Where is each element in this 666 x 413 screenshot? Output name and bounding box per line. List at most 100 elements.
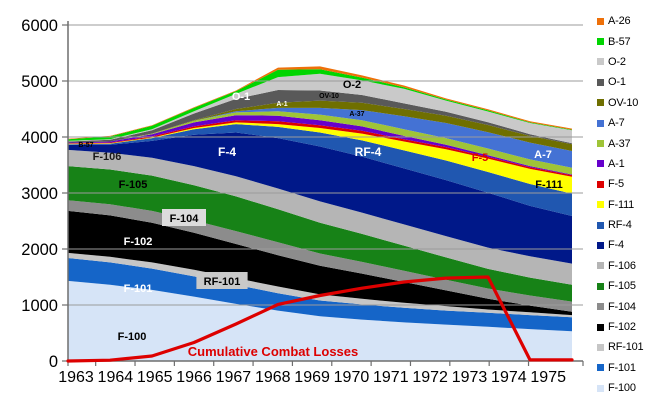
legend-swatch-F-100	[597, 384, 604, 392]
chart-label-Cumulative Combat Losses: Cumulative Combat Losses	[188, 344, 359, 359]
legend-item-F-106: F-106	[597, 256, 665, 276]
chart-label-A-7: A-7	[534, 149, 552, 161]
legend-swatch-A-26	[597, 17, 604, 25]
legend-swatch-A-1	[597, 160, 604, 168]
legend-swatch-A-37	[597, 140, 604, 148]
chart-label-F-105: F-105	[119, 179, 148, 191]
legend-swatch-O-2	[597, 58, 604, 66]
legend-label-F-100: F-100	[608, 382, 636, 395]
x-axis-label-1969: 1969	[294, 369, 330, 386]
area-RF-4	[68, 124, 572, 216]
y-axis-label-4000: 4000	[21, 129, 58, 147]
x-axis-label-1964: 1964	[98, 369, 134, 386]
y-axis-label-6000: 6000	[21, 17, 58, 35]
area-A-7	[68, 107, 572, 168]
chart-label-O-2: O-2	[343, 79, 361, 91]
legend-label-F-101: F-101	[608, 361, 636, 374]
legend-swatch-B-57	[597, 38, 604, 46]
area-F-104	[68, 200, 572, 312]
cumulative-losses-line	[66, 275, 574, 363]
chart-label-F-104: F-104	[170, 213, 200, 225]
chart-legend: A-26 B-57 O-2 O-1 OV-10 A-7 A-37 A-1 F-5 F-111 RF-…	[597, 11, 665, 398]
legend-label-A-37: A-37	[608, 137, 631, 150]
legend-item-F-102: F-102	[597, 317, 665, 337]
chart-label-F-4: F-4	[218, 145, 236, 159]
legend-item-F-101: F-101	[597, 358, 665, 378]
legend-label-RF-101: RF-101	[608, 341, 644, 354]
legend-item-RF-101: RF-101	[597, 337, 665, 357]
legend-label-A-7: A-7	[608, 117, 625, 130]
legend-item-A-1: A-1	[597, 154, 665, 174]
chart-label-OV-10: OV-10	[319, 93, 339, 100]
chart-label-A-1: A-1	[276, 101, 287, 108]
legend-item-F-104: F-104	[597, 296, 665, 316]
y-axis-label-3000: 3000	[21, 185, 58, 203]
x-axis-label-1963: 1963	[58, 369, 94, 386]
legend-label-A-1: A-1	[608, 157, 625, 170]
chart-label-B-57: B-57	[78, 142, 93, 149]
legend-label-A-26: A-26	[608, 15, 631, 28]
x-axis-label-1967: 1967	[216, 369, 252, 386]
legend-swatch-O-1	[597, 78, 604, 86]
area-F-4	[68, 132, 572, 264]
x-axis-label-1973: 1973	[452, 369, 488, 386]
x-axis-label-1972: 1972	[412, 369, 448, 386]
area-F-111	[68, 122, 572, 194]
legend-label-RF-4: RF-4	[608, 219, 632, 232]
legend-item-A-37: A-37	[597, 133, 665, 153]
chart-label-F-106: F-106	[93, 151, 122, 163]
chart-label-F-111: F-111	[535, 179, 563, 191]
legend-swatch-F-104	[597, 303, 604, 311]
y-axis-label-0: 0	[49, 353, 58, 371]
legend-item-F-100: F-100	[597, 378, 665, 398]
chart-label-F-101: F-101	[124, 283, 153, 295]
chart-label-bg-RF-101	[196, 272, 248, 289]
legend-swatch-A-7	[597, 119, 604, 127]
legend-item-O-2: O-2	[597, 52, 665, 72]
legend-swatch-F-102	[597, 323, 604, 331]
chart-label-F-100: F-100	[118, 331, 147, 343]
legend-swatch-F-106	[597, 262, 604, 270]
y-axis-label-5000: 5000	[21, 73, 58, 91]
legend-label-OV-10: OV-10	[608, 96, 639, 109]
legend-swatch-OV-10	[597, 99, 604, 107]
legend-label-O-1: O-1	[608, 76, 626, 89]
legend-item-F-111: F-111	[597, 195, 665, 215]
area-O-2	[68, 73, 572, 144]
legend-swatch-F-101	[597, 364, 604, 372]
legend-item-A-7: A-7	[597, 113, 665, 133]
legend-item-F-4: F-4	[597, 235, 665, 255]
legend-label-B-57: B-57	[608, 35, 631, 48]
area-O-1	[68, 90, 572, 145]
x-axis-label-1970: 1970	[334, 369, 370, 386]
x-axis-label-1968: 1968	[255, 369, 291, 386]
x-axis-label-1966: 1966	[176, 369, 212, 386]
legend-swatch-F-111	[597, 201, 604, 209]
legend-item-B-57: B-57	[597, 31, 665, 51]
chart-label-bg-F-104	[162, 209, 206, 226]
area-F-105	[68, 166, 572, 302]
y-axis-label-1000: 1000	[21, 297, 58, 315]
chart-label-F-5: F-5	[472, 152, 489, 164]
legend-item-RF-4: RF-4	[597, 215, 665, 235]
legend-label-F-104: F-104	[608, 300, 636, 313]
legend-label-F-5: F-5	[608, 178, 624, 191]
legend-swatch-RF-4	[597, 221, 604, 229]
legend-label-F-105: F-105	[608, 280, 636, 293]
legend-swatch-F-105	[597, 282, 604, 290]
chart-label-O-1: O-1	[232, 91, 250, 103]
legend-item-OV-10: OV-10	[597, 93, 665, 113]
legend-label-F-111: F-111	[608, 198, 635, 211]
area-F-101	[68, 258, 572, 332]
x-axis-label-1971: 1971	[373, 369, 409, 386]
legend-label-F-4: F-4	[608, 239, 624, 252]
x-axis-label-1965: 1965	[137, 369, 173, 386]
legend-swatch-RF-101	[597, 343, 604, 351]
legend-item-F-105: F-105	[597, 276, 665, 296]
x-axis-label-1974: 1974	[491, 369, 527, 386]
legend-item-F-5: F-5	[597, 174, 665, 194]
legend-label-F-102: F-102	[608, 321, 636, 334]
chart-label-RF-101: RF-101	[204, 276, 241, 288]
